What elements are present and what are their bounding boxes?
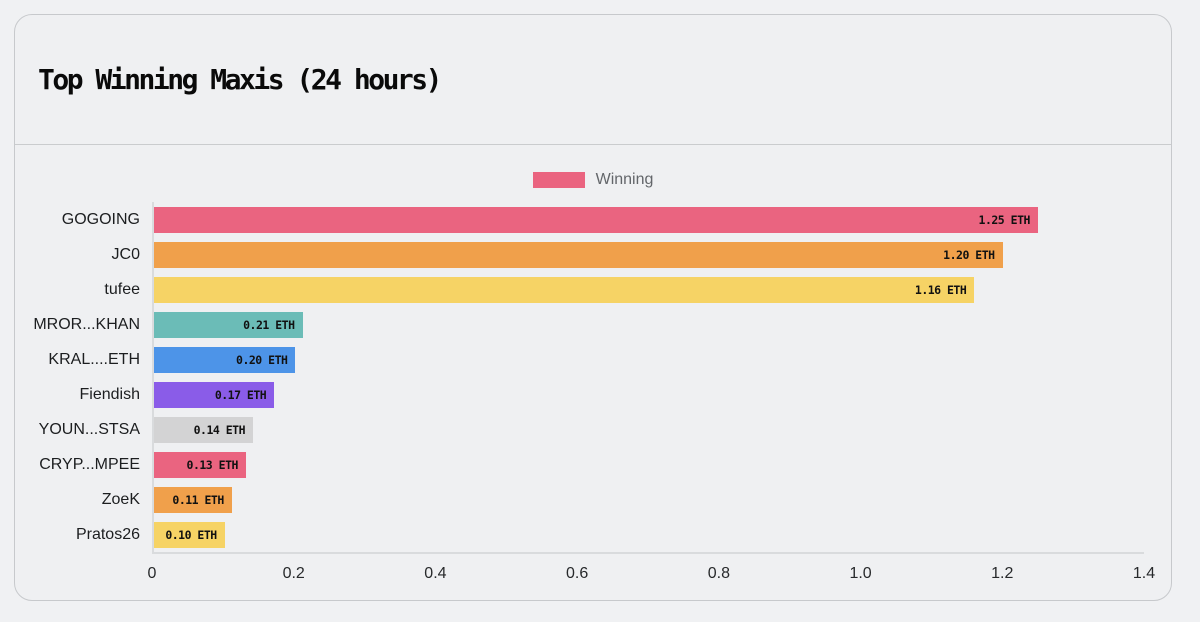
bar-row: MROR...KHAN 0.21 ETH	[33, 307, 1144, 342]
chart-legend[interactable]: Winning	[15, 171, 1171, 189]
bar-value-label: 0.14 ETH	[193, 422, 246, 437]
bar[interactable]: 1.20 ETH	[154, 241, 1003, 268]
x-tick-label: 0.4	[424, 565, 447, 582]
x-tick-label: 0.2	[282, 565, 305, 582]
x-tick-label: 0.8	[707, 565, 730, 582]
bar-row: YOUN...STSA 0.14 ETH	[39, 412, 1144, 447]
bar-value-label: 0.11 ETH	[172, 492, 224, 507]
bar-row: CRYP...MPEE 0.13 ETH	[39, 447, 1144, 482]
legend-swatch-winning[interactable]	[532, 172, 585, 188]
x-tick-label: 0.6	[566, 565, 589, 582]
chart-title: Top Winning Maxis (24 hours)	[38, 63, 443, 96]
category-label: CRYP...MPEE	[39, 455, 140, 473]
x-tick-label: 1.4	[1132, 565, 1156, 582]
chart-card: Top Winning Maxis (24 hours) Winning GOG…	[14, 14, 1172, 601]
bar-row: tufee 1.16 ETH	[104, 272, 1144, 307]
bar-value-label: 1.20 ETH	[943, 247, 995, 262]
category-label: JC0	[111, 245, 140, 263]
x-tick-label: 1.2	[991, 565, 1014, 582]
bar[interactable]: 0.13 ETH	[154, 451, 246, 478]
bar[interactable]: 1.16 ETH	[154, 276, 975, 303]
category-label: MROR...KHAN	[33, 315, 140, 333]
bar-value-label: 0.20 ETH	[236, 352, 288, 367]
bar-row: Fiendish 0.17 ETH	[80, 377, 1144, 412]
category-label: KRAL....ETH	[48, 350, 140, 368]
bar-value-label: 1.16 ETH	[914, 282, 967, 297]
bar[interactable]: 0.21 ETH	[154, 311, 303, 338]
bar[interactable]: 0.20 ETH	[154, 346, 296, 373]
category-label: GOGOING	[61, 210, 140, 228]
bar[interactable]: 0.11 ETH	[154, 486, 232, 513]
bar-value-label: 0.10 ETH	[165, 527, 217, 542]
bar[interactable]: 0.17 ETH	[154, 381, 275, 408]
chart-card-header: Top Winning Maxis (24 hours)	[15, 15, 1171, 145]
bar[interactable]: 0.14 ETH	[154, 416, 253, 443]
category-label: tufee	[104, 280, 140, 298]
bar-row: Pratos26 0.10 ETH	[76, 517, 1144, 552]
bar-value-label: 0.21 ETH	[243, 317, 295, 332]
category-label: Fiendish	[79, 385, 140, 403]
chart-area: Winning GOGOING 1.25 ETH JC0 1.20 ETH tufee 1…	[15, 145, 1171, 594]
bar-value-label: 0.13 ETH	[186, 457, 239, 472]
bar-value-label: 0.17 ETH	[214, 387, 267, 402]
legend-label: Winning	[595, 171, 654, 188]
bar-value-label: 1.25 ETH	[978, 212, 1031, 227]
category-label: YOUN...STSA	[38, 420, 140, 438]
bar-row: GOGOING 1.25 ETH	[62, 202, 1144, 237]
category-label: Pratos26	[75, 525, 140, 543]
bar-rows: GOGOING 1.25 ETH JC0 1.20 ETH tufee 1.16 ETH M…	[33, 202, 1144, 554]
category-label: ZoeK	[101, 490, 140, 508]
bar-row: JC0 1.20 ETH	[112, 237, 1144, 272]
bar[interactable]: 0.10 ETH	[154, 521, 225, 548]
bar-row: ZoeK 0.11 ETH	[102, 482, 1144, 517]
x-tick-label: 0	[147, 565, 157, 582]
x-axis: 0 0.2 0.4 0.6 0.8 1.0 1.2 1.4	[148, 554, 1156, 594]
bar-row: KRAL....ETH 0.20 ETH	[48, 342, 1144, 377]
bar[interactable]: 1.25 ETH	[154, 206, 1038, 233]
x-tick-label: 1.0	[849, 565, 872, 582]
